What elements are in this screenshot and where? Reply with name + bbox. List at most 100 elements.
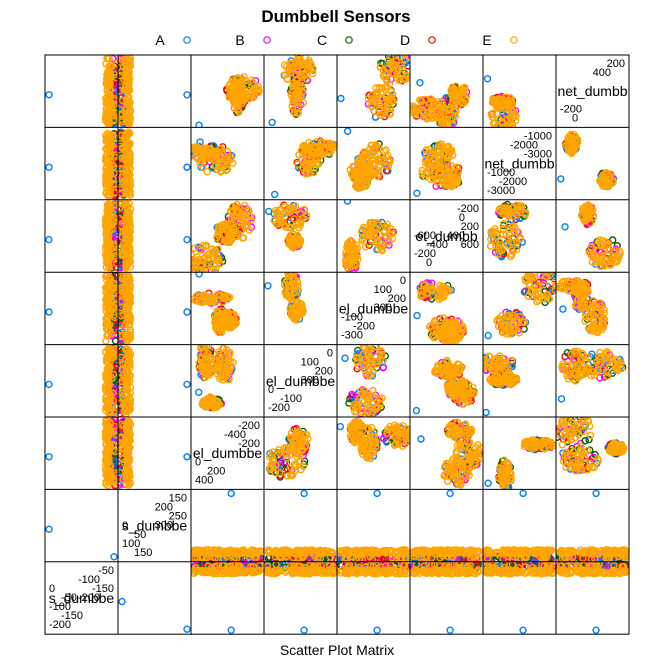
- data-point: [581, 309, 590, 317]
- tick-label: -3000: [487, 185, 515, 197]
- data-point: [105, 279, 113, 287]
- data-point: [543, 290, 552, 299]
- data-point: [124, 142, 132, 151]
- data-point: [600, 309, 608, 317]
- data-point: [401, 75, 410, 83]
- data-point: [111, 109, 118, 117]
- data-point: [452, 326, 460, 334]
- data-point: [506, 330, 515, 338]
- data-point: [437, 109, 445, 117]
- data-point: [375, 162, 383, 170]
- data-point: [505, 120, 513, 128]
- data-point: [507, 239, 516, 247]
- data-point: [422, 95, 430, 104]
- data-point: [111, 407, 118, 415]
- data-point: [383, 223, 391, 231]
- data-point: [580, 217, 589, 225]
- tick-label: -600: [414, 230, 436, 242]
- data-point: [211, 269, 219, 273]
- data-point: [346, 165, 354, 174]
- data-point: [429, 175, 438, 183]
- data-point: [106, 305, 115, 313]
- data-point: [199, 163, 207, 172]
- data-point: [510, 227, 519, 236]
- data-point: [103, 283, 111, 292]
- data-point: [194, 256, 202, 264]
- data-point: [104, 325, 112, 334]
- data-point: [289, 95, 298, 104]
- data-point: [226, 220, 235, 229]
- tick-label: 100: [374, 284, 392, 296]
- data-point: [418, 166, 426, 175]
- panel-r2-c1: [118, 199, 191, 272]
- data-point: [106, 151, 114, 159]
- data-point: [385, 80, 394, 89]
- data-point: [125, 85, 133, 94]
- data-point: [308, 151, 316, 159]
- data-point: [388, 234, 396, 243]
- data-point: [550, 275, 556, 283]
- data-point: [292, 202, 300, 210]
- data-point: [368, 237, 376, 245]
- data-point: [461, 94, 470, 102]
- data-point: [118, 142, 124, 150]
- data-point: [393, 74, 401, 82]
- tick-label: -3000: [524, 148, 552, 160]
- data-point: [191, 267, 198, 273]
- data-point: [102, 180, 111, 189]
- data-point: [105, 103, 113, 112]
- data-point: [125, 237, 134, 246]
- data-point: [459, 322, 467, 331]
- tick-label: 0: [426, 257, 432, 269]
- tick-label: -200: [457, 203, 479, 215]
- data-point: [448, 146, 456, 155]
- data-point: [123, 306, 132, 314]
- panel-r4-c1: [118, 345, 191, 418]
- data-point: [567, 133, 575, 142]
- data-point: [123, 227, 131, 236]
- data-point: [372, 142, 381, 150]
- data-point: [251, 87, 259, 96]
- data-point: [606, 257, 615, 265]
- data-point: [294, 109, 302, 117]
- data-point: [595, 252, 603, 261]
- data-point: [211, 246, 219, 254]
- data-point: [599, 257, 607, 265]
- data-point: [290, 109, 299, 117]
- data-point: [343, 199, 352, 205]
- data-point: [571, 301, 580, 309]
- data-point: [209, 298, 218, 306]
- data-point: [102, 228, 110, 237]
- data-point: [124, 130, 133, 139]
- panel-r2-c7: [561, 201, 624, 270]
- data-point: [526, 281, 534, 290]
- data-point: [516, 234, 524, 243]
- data-point: [599, 314, 607, 322]
- data-point: [126, 326, 135, 334]
- data-point: [437, 287, 445, 296]
- legend-marker-d: [428, 36, 436, 44]
- data-point: [536, 272, 540, 273]
- data-point: [122, 242, 130, 251]
- data-point: [444, 329, 452, 338]
- data-point: [606, 245, 614, 254]
- data-point: [242, 81, 250, 90]
- legend-marker-e: [510, 36, 518, 44]
- data-point: [441, 104, 449, 112]
- data-point: [112, 295, 118, 303]
- panel-r1-c1: [118, 128, 191, 199]
- panel-r2-c3: [265, 201, 311, 252]
- data-point: [444, 125, 451, 128]
- tick-label: 200: [388, 293, 406, 305]
- data-point: [239, 234, 247, 242]
- panel-r0-c0: [45, 55, 118, 128]
- data-point: [125, 214, 134, 223]
- data-point: [346, 237, 354, 246]
- data-point: [239, 88, 248, 97]
- legend-label-c: C: [317, 32, 327, 48]
- data-point: [119, 242, 128, 251]
- data-point: [118, 291, 124, 299]
